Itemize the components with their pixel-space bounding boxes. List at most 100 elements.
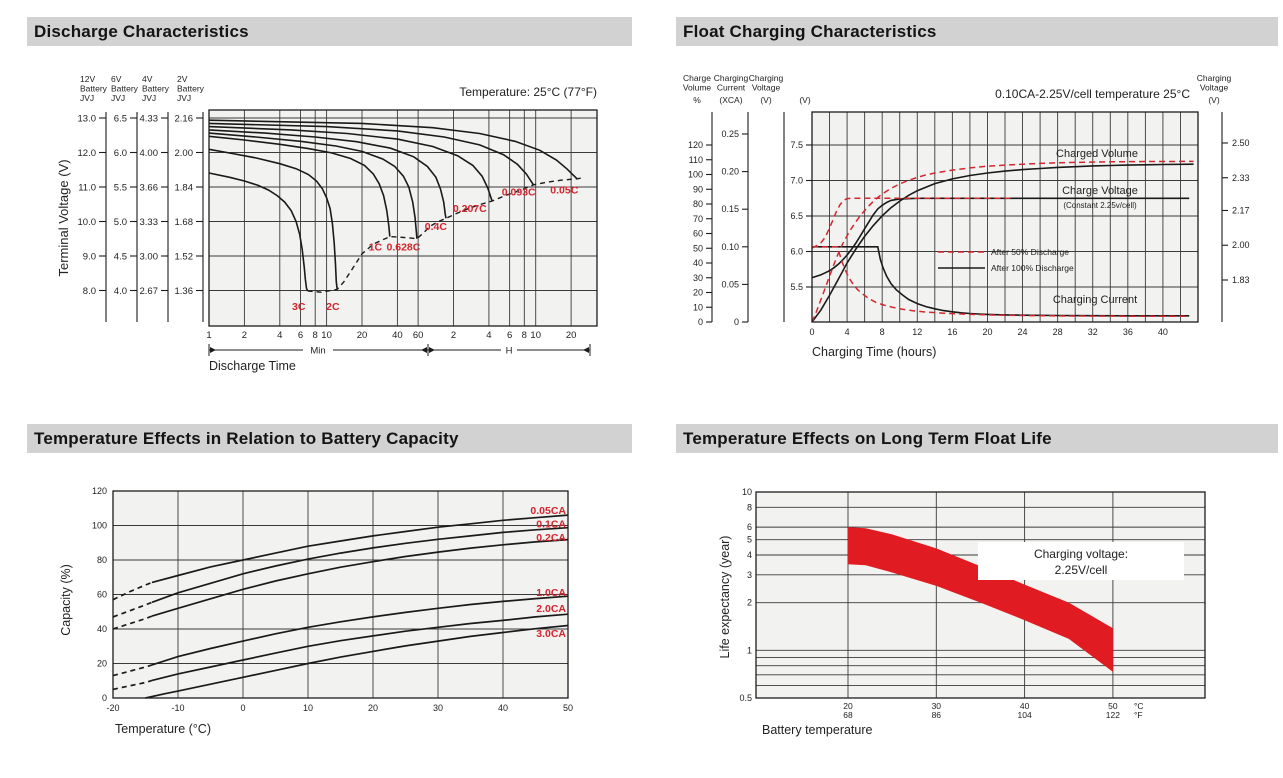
y-tick: 0 <box>102 693 107 703</box>
scale-value-right: 2.33 <box>1232 173 1250 183</box>
x-tick-min: 8 <box>313 330 318 341</box>
scale-header: Battery <box>142 84 170 94</box>
curve-label-0.1CA: 0.1CA <box>536 519 566 531</box>
x-tick: 40 <box>1158 327 1168 337</box>
temperature-note: Temperature: 25°C (77°F) <box>459 85 597 99</box>
x-unit-fahrenheit: °F <box>1134 710 1143 720</box>
scale-value: 110 <box>689 155 703 165</box>
x-tick-min: 20 <box>357 330 368 341</box>
discharge-curve-2C <box>208 148 338 290</box>
y-tick: 4 <box>747 550 752 560</box>
capacity-curve-dashed-1.0CA <box>112 664 153 677</box>
scale-header: 4V <box>142 74 153 84</box>
y-tick: 1 <box>747 645 752 655</box>
scale-header: 12V <box>80 74 95 84</box>
scale-unit: (XCA) <box>719 95 742 105</box>
x-tick-min: 1 <box>206 330 211 341</box>
curve-label-0.207C: 0.207C <box>453 203 487 215</box>
x-tick-celsius: 30 <box>932 701 942 711</box>
curve-label-0.05C: 0.05C <box>550 184 578 196</box>
x-tick: 10 <box>303 703 313 713</box>
legend-label-50: After 50% Discharge <box>991 247 1069 257</box>
x-tick: 20 <box>368 703 378 713</box>
x-tick: 8 <box>880 327 885 337</box>
x-tick-celsius: 50 <box>1108 701 1118 711</box>
scale-value: 7.0 <box>790 176 803 186</box>
scale-header: 2V <box>177 74 188 84</box>
x-tick: 20 <box>982 327 992 337</box>
capacity-curve-0.2CA <box>151 538 569 617</box>
scale-header: JVJ <box>111 93 125 103</box>
y-tick: 8 <box>747 502 752 512</box>
capacity-curve-0.1CA <box>151 526 569 604</box>
annotation-line-2: 2.25V/cell <box>1055 563 1108 577</box>
curve-current-50 <box>812 246 1190 318</box>
curve-label-0.628C: 0.628C <box>386 242 420 254</box>
scale-value: 0.05 <box>721 279 739 289</box>
section-title-capacity-temperature: Temperature Effects in Relation to Batte… <box>34 429 459 448</box>
scale-header: Battery <box>177 84 205 94</box>
x-tick: 4 <box>845 327 850 337</box>
range-label: H <box>506 346 513 357</box>
scale-value: 8.0 <box>83 286 96 297</box>
chart-float-life: Charging voltage:2.25V/cell1086543210.52… <box>718 487 1206 737</box>
range-arrow <box>429 347 435 353</box>
scale-header: JVJ <box>80 93 94 103</box>
y-tick: 10 <box>742 487 752 497</box>
curve-voltage-50 <box>811 197 1014 249</box>
scale-value: 3.33 <box>140 217 159 228</box>
range-label-bg <box>303 344 333 356</box>
y-tick: 120 <box>92 486 107 496</box>
scale-value-right: 2.00 <box>1232 240 1250 250</box>
scale-value: 0 <box>734 317 739 327</box>
x-tick-h: 2 <box>451 330 456 341</box>
section-title-float-life: Temperature Effects on Long Term Float L… <box>683 429 1052 448</box>
x-tick-fahrenheit: 86 <box>932 710 942 720</box>
x-tick: 36 <box>1123 327 1133 337</box>
y-tick: 60 <box>97 590 107 600</box>
scale-value: 120 <box>688 140 703 150</box>
scale-value: 1.68 <box>175 217 194 228</box>
scale-header: JVJ <box>177 93 191 103</box>
x-tick-h: 10 <box>530 330 541 341</box>
range-arrow <box>421 347 427 353</box>
scale-value: 6.0 <box>114 148 127 159</box>
scale-value: 70 <box>693 214 703 224</box>
curve-label-2.0CA: 2.0CA <box>536 603 566 615</box>
x-tick-min: 10 <box>321 330 332 341</box>
scale-value: 4.00 <box>140 148 159 159</box>
scale-value-right: 1.83 <box>1232 275 1250 285</box>
discharge-curve-0.05C <box>208 119 578 180</box>
curve-label-0.4C: 0.4C <box>425 221 448 233</box>
endpoint-locus-dashed <box>307 177 583 293</box>
scale-value-right: 2.50 <box>1232 138 1250 148</box>
scale-unit: % <box>693 95 701 105</box>
curve-volume-100 <box>811 163 1194 323</box>
curve-label-3C: 3C <box>292 301 306 313</box>
x-tick: 50 <box>563 703 573 713</box>
scale-value: 5.5 <box>114 183 127 194</box>
y-tick: 100 <box>92 521 107 531</box>
x-axis-title: Discharge Time <box>209 359 296 373</box>
scale-value: 40 <box>693 258 703 268</box>
x-tick-celsius: 40 <box>1020 701 1030 711</box>
scale-value: 30 <box>693 273 703 283</box>
scale-header-right: Charging <box>1197 73 1232 83</box>
x-axis-title: Temperature (°C) <box>115 722 211 736</box>
x-axis-title: Charging Time (hours) <box>812 345 936 359</box>
scale-value: 7.5 <box>790 140 803 150</box>
x-tick-fahrenheit: 104 <box>1018 710 1032 720</box>
curve-volume-50 <box>811 160 1194 323</box>
curve-label-1.0CA: 1.0CA <box>536 587 566 599</box>
x-tick-min: 2 <box>242 330 247 341</box>
x-tick-min: 60 <box>413 330 424 341</box>
capacity-curve-dashed-0.1CA <box>112 601 153 618</box>
scale-unit: (V) <box>799 95 811 105</box>
x-tick-fahrenheit: 122 <box>1106 710 1120 720</box>
scale-value: 3.00 <box>140 252 159 263</box>
scale-header: JVJ <box>142 93 156 103</box>
section-header-discharge: Discharge Characteristics <box>27 17 632 46</box>
capacity-curve-0.05CA <box>151 514 569 584</box>
